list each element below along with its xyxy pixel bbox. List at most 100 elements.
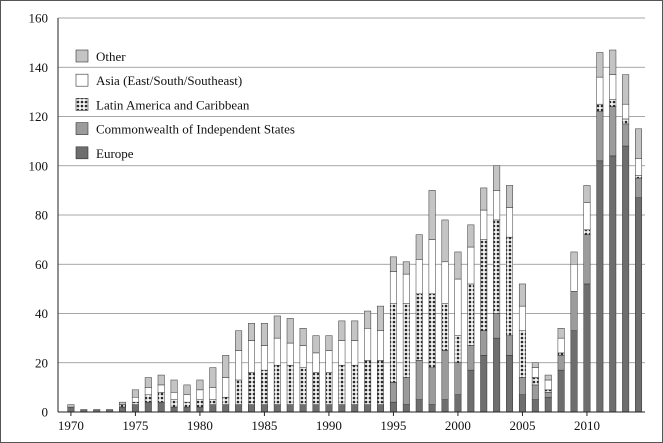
bar-1996-series-4 [402, 261, 410, 275]
bar-1979-series-2 [183, 401, 191, 408]
legend: Other Asia (East/South/Southeast) Latin Am… [75, 49, 295, 161]
bar-1998-series-2 [428, 293, 436, 368]
legend-label-0: Other [96, 49, 126, 64]
legend-swatch-2 [75, 98, 89, 111]
legend-swatch-3 [75, 122, 89, 135]
bar-2001-series-3 [467, 246, 475, 285]
bar-1980-series-0 [196, 406, 204, 413]
bar-1981-series-3 [209, 387, 217, 400]
bar-2001-series-2 [467, 283, 475, 346]
bar-1983-series-2 [235, 379, 243, 405]
y-tick-label-0: 0 [42, 405, 49, 420]
bar-1977-series-4 [157, 374, 165, 386]
bar-1988-series-0 [299, 404, 307, 413]
bar-1997-series-3 [415, 259, 423, 295]
bar-1974-series-4 [119, 401, 126, 405]
legend-label-3: Commonwealth of Independent States [96, 122, 295, 137]
bar-2010-series-4 [583, 185, 591, 203]
bar-2008-series-4 [557, 328, 565, 339]
bar-2007-series-4 [544, 374, 552, 381]
bar-1979-series-4 [183, 384, 191, 396]
bar-2006-series-2 [531, 377, 539, 386]
bar-1997-series-1 [415, 360, 423, 400]
bar-1987-series-4 [286, 318, 294, 344]
bar-2009-series-1 [570, 291, 578, 331]
bar-1975-series-0 [131, 404, 139, 413]
bar-1983-series-0 [235, 404, 243, 413]
bar-2009-series-3 [570, 264, 578, 292]
bar-1996-series-0 [402, 404, 410, 413]
bar-1988-series-3 [299, 345, 307, 368]
bar-1989-series-2 [312, 372, 320, 405]
x-tick-label-1985: 1985 [251, 418, 277, 433]
bar-1976-series-0 [144, 401, 152, 413]
bar-2000-series-2 [454, 335, 462, 364]
y-tick-label-140: 140 [29, 60, 49, 75]
bar-1992-series-3 [351, 340, 359, 366]
bar-1988-series-2 [299, 367, 307, 405]
legend-label-2: Latin America and Caribbean [96, 97, 250, 112]
bar-2014-series-3 [635, 158, 643, 176]
axes: 0 20 40 60 80 100 120 140 160 1970 1975 1980 1985 199… [29, 11, 645, 433]
bar-1998-series-3 [428, 239, 436, 295]
bar-1999-series-4 [441, 219, 449, 263]
bar-1992-series-0 [351, 404, 359, 413]
legend-swatch-0 [75, 49, 89, 63]
y-tick-label-60: 60 [35, 257, 48, 272]
y-tick-label-80: 80 [35, 208, 48, 223]
bar-2011-series-4 [596, 52, 604, 78]
bar-2013-series-4 [622, 74, 630, 105]
bar-1987-series-0 [286, 404, 294, 413]
bar-2002-series-2 [480, 239, 488, 331]
bar-2001-series-4 [467, 224, 475, 248]
bar-1985-series-4 [260, 323, 268, 346]
gridlines [58, 17, 645, 364]
bar-1998-series-1 [428, 367, 436, 405]
bar-1993-series-2 [364, 360, 372, 405]
bar-2005-series-3 [518, 305, 526, 331]
bar-2002-series-3 [480, 209, 488, 240]
bar-2011-series-2 [596, 103, 604, 112]
bar-1975-series-3 [131, 396, 139, 403]
bar-1997-series-4 [415, 234, 423, 260]
bar-1995-series-4 [389, 256, 397, 272]
bar-1987-series-3 [286, 342, 294, 366]
bar-2005-series-4 [518, 283, 526, 307]
bar-1985-series-3 [260, 345, 268, 371]
bar-2013-series-3 [622, 103, 630, 120]
y-tick-label-40: 40 [35, 306, 48, 321]
bar-1974-series-2 [119, 404, 126, 408]
bar-2013-series-0 [622, 145, 630, 413]
bar-1978-series-3 [170, 392, 178, 400]
bar-1991-series-4 [338, 320, 346, 341]
x-tick-label-2010: 2010 [574, 418, 600, 433]
bar-1994-series-4 [377, 305, 385, 331]
bar-1993-series-4 [364, 310, 372, 329]
bar-2001-series-1 [467, 345, 475, 371]
bar-2008-series-1 [557, 355, 565, 371]
bar-2005-series-2 [518, 330, 526, 378]
bar-2012-series-4 [609, 49, 617, 75]
bar-2000-series-0 [454, 394, 462, 413]
x-tick-label-1970: 1970 [58, 418, 84, 433]
bar-1989-series-3 [312, 352, 320, 373]
bar-2006-series-4 [531, 362, 539, 368]
bar-2013-series-1 [622, 123, 630, 147]
y-tick-label-160: 160 [29, 11, 49, 26]
bar-1978-series-4 [170, 379, 178, 393]
bar-2001-series-0 [467, 369, 475, 413]
bar-1999-series-3 [441, 261, 449, 304]
bar-1984-series-2 [248, 372, 255, 405]
bar-2008-series-0 [557, 369, 565, 413]
bar-1990-series-0 [325, 404, 333, 413]
x-tick-label-1980: 1980 [187, 418, 213, 433]
bar-1994-series-2 [377, 360, 385, 405]
bar-2009-series-0 [570, 330, 578, 413]
bar-2000-series-1 [454, 362, 462, 396]
bar-1983-series-3 [235, 350, 243, 381]
bar-2002-series-4 [480, 187, 488, 211]
bar-2012-series-0 [609, 155, 617, 413]
bar-1993-series-0 [364, 404, 372, 413]
bar-1997-series-0 [415, 399, 423, 413]
y-tick-label-20: 20 [35, 355, 48, 370]
